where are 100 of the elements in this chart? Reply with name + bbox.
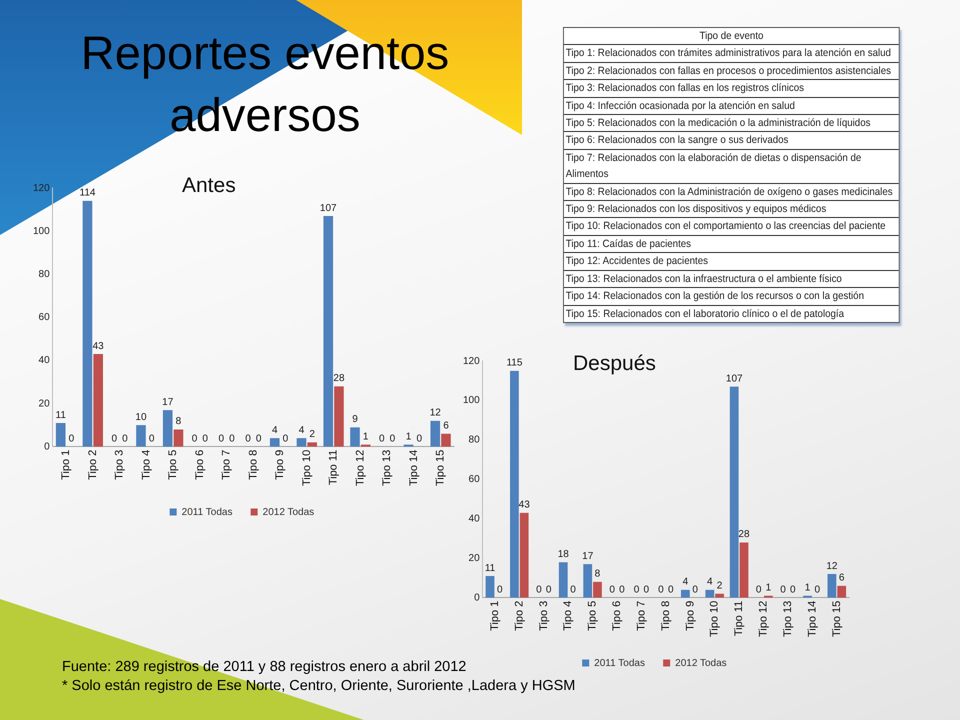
data-label: 0 xyxy=(245,433,252,444)
data-label: 0 xyxy=(68,433,75,444)
data-label: 4 xyxy=(682,576,689,588)
data-label: 9 xyxy=(352,414,358,426)
data-label: 11 xyxy=(484,562,496,574)
y-tick-label: 80 xyxy=(38,268,50,280)
legend-label: 2011 Todas xyxy=(182,506,232,518)
data-label: 18 xyxy=(558,548,570,560)
bar xyxy=(56,423,66,447)
bar xyxy=(520,512,529,598)
data-label: 4 xyxy=(707,576,714,588)
data-label: 1 xyxy=(804,582,811,594)
data-label: 17 xyxy=(582,550,594,562)
data-label: 8 xyxy=(594,568,601,580)
text: Tipo 3: Relacionados con fallas en los registros clínicos xyxy=(564,80,900,98)
data-label: 0 xyxy=(546,584,552,596)
text: Tipo 1: Relacionados con trámites administrativos para la atención en salud xyxy=(564,45,900,63)
legend-label: 2011 Todas xyxy=(594,658,645,669)
data-label: 43 xyxy=(518,500,530,511)
data-label: 107 xyxy=(320,202,338,214)
chart-title: Antes xyxy=(182,174,236,198)
text: Tipo 12: Accidentes de pacientes xyxy=(564,253,900,271)
x-tick-label: Tipo 6 xyxy=(194,450,206,480)
x-tick-label: Tipo 7 xyxy=(220,450,233,480)
y-tick-label: 120 xyxy=(462,356,480,367)
bar xyxy=(510,370,519,598)
data-label: 0 xyxy=(111,433,118,444)
x-tick-label: Tipo 12 xyxy=(758,600,770,638)
data-label: 11 xyxy=(56,410,66,421)
bar xyxy=(828,574,836,598)
data-label: 0 xyxy=(282,433,289,444)
text: Tipo 8: Relacionados con la Administración de oxígeno o gases medicinales xyxy=(564,184,900,202)
text: Tipo 9: Relacionados con los dispositivos y equipos médicos xyxy=(564,201,900,218)
x-tick-label: Tipo 9 xyxy=(274,450,286,480)
bar xyxy=(174,429,184,447)
bar xyxy=(334,386,344,447)
data-label: 0 xyxy=(416,433,422,444)
data-label: 0 xyxy=(202,433,208,444)
text: Tipo 13: Relacionados con la infraestructura o el ambiente físico xyxy=(564,270,900,288)
data-label: 0 xyxy=(619,584,626,596)
text: Tipo 11: Caídas de pacientes xyxy=(564,236,900,254)
x-tick-label: Tipo 6 xyxy=(611,600,624,631)
data-label: 0 xyxy=(814,584,820,596)
x-tick-label: Tipo 15 xyxy=(434,450,447,486)
y-tick-label: 20 xyxy=(468,553,480,564)
data-label: 1 xyxy=(406,431,412,442)
data-label: 0 xyxy=(229,433,236,444)
x-tick-label: Tipo 13 xyxy=(782,600,794,638)
data-label: 107 xyxy=(726,373,743,384)
x-tick-label: Tipo 2 xyxy=(86,450,99,480)
y-tick-label: 60 xyxy=(468,474,480,486)
bar xyxy=(323,216,334,447)
data-label: 10 xyxy=(135,412,147,423)
x-tick-label: Tipo 14 xyxy=(806,600,818,638)
data-label: 0 xyxy=(609,584,616,596)
y-tick-label: 40 xyxy=(468,514,480,525)
data-label: 1 xyxy=(362,431,369,442)
bar xyxy=(296,438,306,447)
bar xyxy=(82,200,92,447)
data-label: 0 xyxy=(634,584,640,596)
data-label: 0 xyxy=(218,433,224,444)
data-label: 8 xyxy=(176,416,182,428)
text: Tipo 2: Relacionados con fallas en procesos o procedimientos asistenciales xyxy=(564,62,900,80)
bar xyxy=(730,386,739,598)
x-tick-label: Tipo 3 xyxy=(114,450,126,480)
x-tick-label: Tipo 9 xyxy=(684,600,696,631)
data-label: 6 xyxy=(443,420,450,432)
bar xyxy=(350,427,360,447)
data-label: 6 xyxy=(838,572,845,584)
y-tick-label: 40 xyxy=(38,355,50,366)
data-label: 4 xyxy=(298,424,305,436)
x-tick-label: Tipo 7 xyxy=(635,600,648,631)
bar xyxy=(558,562,568,598)
data-label: 0 xyxy=(536,584,542,596)
text: Tipo 7: Relacionados con la elaboración de dietas o dispensación de Alimentos xyxy=(564,150,900,184)
text: Tipo de evento xyxy=(564,28,900,46)
y-tick-label: 0 xyxy=(44,441,50,452)
data-label: 1 xyxy=(766,582,772,594)
bar xyxy=(441,434,451,447)
x-tick-label: Tipo 11 xyxy=(328,450,340,486)
data-label: 2 xyxy=(309,429,316,440)
bar xyxy=(270,438,280,447)
text: Tipo 10: Relacionados con el comportamiento o las creencias del paciente xyxy=(564,218,900,236)
x-tick-label: Tipo 1 xyxy=(60,450,72,480)
bar xyxy=(837,586,846,598)
data-label: 0 xyxy=(668,584,674,596)
y-tick-label: 80 xyxy=(468,434,480,446)
y-tick-label: 0 xyxy=(474,592,480,604)
data-label: 0 xyxy=(790,584,796,596)
data-label: 17 xyxy=(162,396,174,408)
data-label: 0 xyxy=(497,584,503,596)
x-tick-label: Tipo 8 xyxy=(660,600,672,631)
data-label: 28 xyxy=(738,529,750,540)
x-tick-label: Tipo 2 xyxy=(513,600,526,631)
data-label: 115 xyxy=(506,358,523,369)
legend-label: 2012 Todas xyxy=(675,658,727,669)
bar xyxy=(740,542,748,598)
x-tick-label: Tipo 11 xyxy=(733,600,746,636)
x-tick-label: Tipo 14 xyxy=(408,450,420,486)
x-tick-label: Tipo 3 xyxy=(538,600,550,631)
